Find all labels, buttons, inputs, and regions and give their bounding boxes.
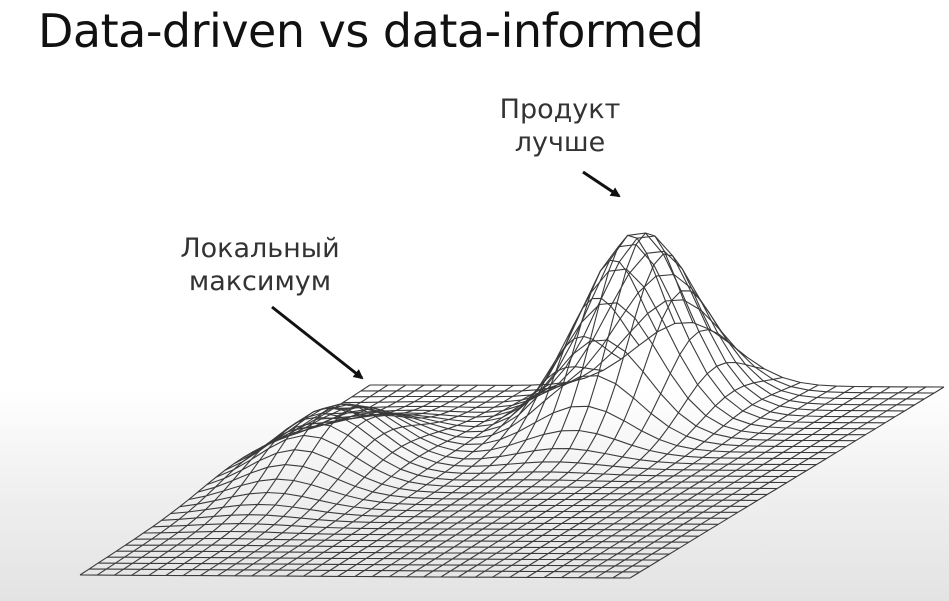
- mesh-line: [233, 412, 797, 478]
- mesh-line: [492, 381, 801, 578]
- mesh-line: [371, 234, 676, 578]
- arrow-peak: [582, 170, 621, 198]
- mesh-line: [268, 381, 568, 577]
- mesh-line: [354, 259, 658, 577]
- mesh-line: [543, 386, 855, 578]
- mesh-line: [440, 329, 748, 578]
- label-local-maximum-line2: максимум: [188, 266, 332, 297]
- mesh-line: [475, 376, 783, 578]
- mesh-line: [131, 384, 425, 576]
- label-local-maximum: Локальный максимум: [160, 232, 360, 298]
- mesh-line: [389, 232, 694, 578]
- label-local-maximum-line1: Локальный: [180, 233, 340, 264]
- mesh-line: [423, 290, 730, 578]
- label-product-better: Продукт лучше: [480, 93, 640, 159]
- mesh-line: [337, 297, 640, 577]
- mesh-line: [578, 386, 891, 579]
- mesh-line: [526, 385, 837, 578]
- mesh-line: [217, 384, 514, 577]
- mesh-line: [406, 253, 712, 578]
- mesh-line: [509, 384, 819, 578]
- mesh-line: [165, 384, 460, 576]
- mesh-line: [96, 384, 389, 576]
- mesh-line: [457, 361, 765, 578]
- mesh-line: [303, 366, 604, 577]
- slide-title: Data-driven vs data-informed: [38, 4, 704, 58]
- label-product-better-line2: лучше: [514, 127, 606, 158]
- mesh-line: [182, 384, 478, 577]
- label-product-better-line1: Продукт: [499, 94, 621, 125]
- wireframe-surface: [79, 232, 945, 579]
- mesh-line: [286, 377, 586, 577]
- mesh-line: [595, 386, 909, 579]
- mesh-line: [148, 384, 443, 576]
- mesh-line: [612, 386, 927, 579]
- mesh-line: [561, 386, 873, 579]
- mesh-line: [234, 384, 532, 577]
- mesh-line: [79, 384, 371, 576]
- mesh-line: [200, 384, 496, 577]
- mesh-line: [251, 383, 550, 577]
- mesh-line: [629, 386, 945, 579]
- mesh-line: [320, 335, 622, 577]
- arrow-local-maximum: [271, 305, 364, 380]
